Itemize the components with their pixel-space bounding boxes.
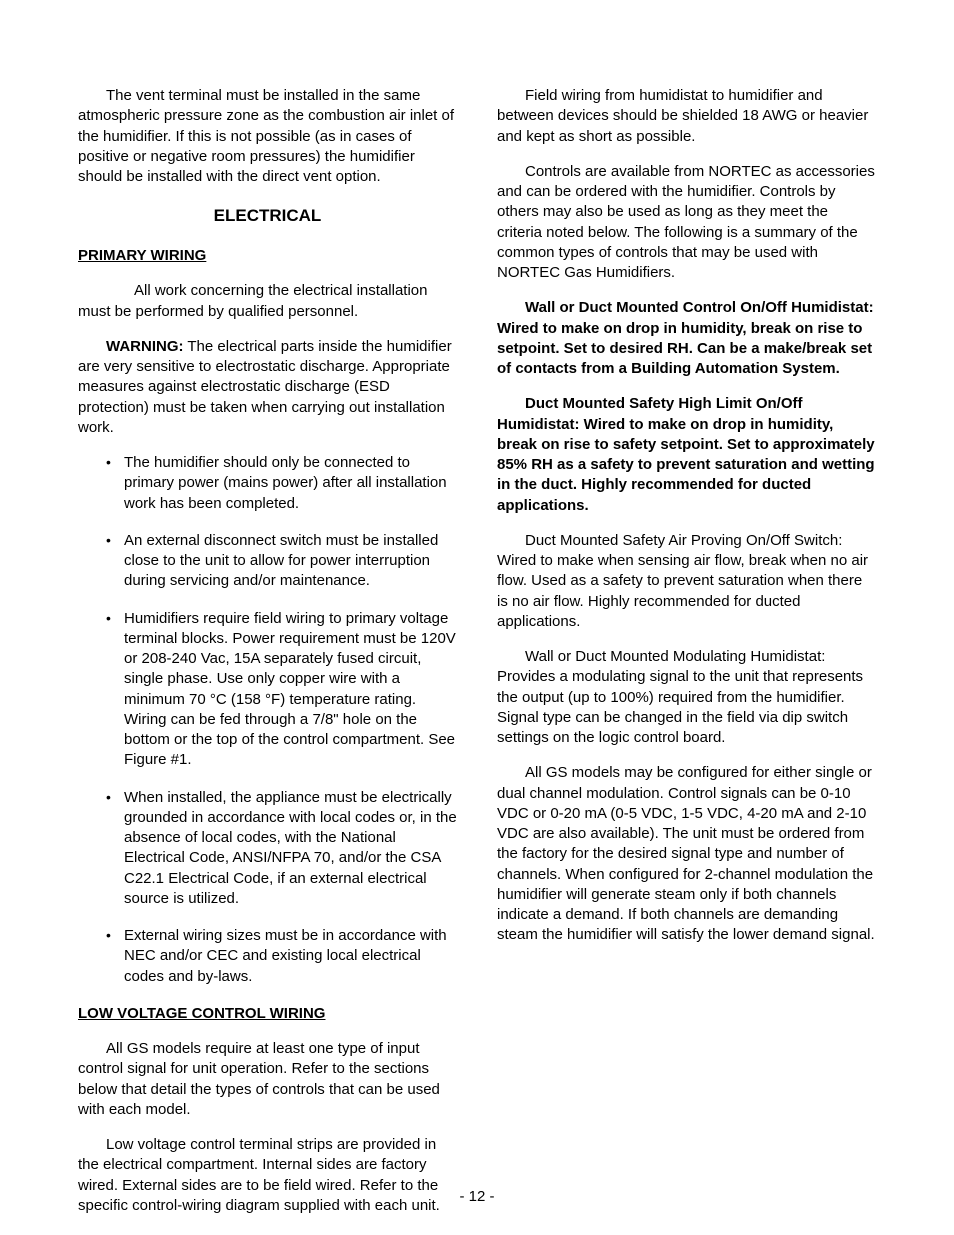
col2-p4-bold: Duct Mounted Safety High Limit On/Off Hu… [497,394,876,516]
page-number: - 12 - [0,1187,954,1207]
warning-paragraph: WARNING: The electrical parts inside the… [78,337,457,438]
primary-wiring-bullets: The humidifier should only be connected … [78,453,457,987]
col2-p7: All GS models may be configured for eith… [497,763,876,945]
low-voltage-heading: LOW VOLTAGE CONTROL WIRING [78,1004,457,1024]
col2-p2: Controls are available from NORTEC as ac… [497,162,876,284]
left-column: The vent terminal must be installed in t… [78,86,457,1231]
col2-p5: Duct Mounted Safety Air Proving On/Off S… [497,531,876,632]
col2-p3-bold: Wall or Duct Mounted Control On/Off Humi… [497,298,876,379]
right-column: Field wiring from humidistat to humidifi… [497,86,876,1231]
bullet-item: When installed, the appliance must be el… [106,788,457,910]
intro-paragraph: The vent terminal must be installed in t… [78,86,457,187]
low-voltage-p1: All GS models require at least one type … [78,1039,457,1120]
warning-label: WARNING: [106,338,184,355]
bullet-item: The humidifier should only be connected … [106,453,457,514]
electrical-heading: ELECTRICAL [78,205,457,228]
primary-wiring-heading: PRIMARY WIRING [78,246,457,266]
col2-p6: Wall or Duct Mounted Modulating Humidist… [497,647,876,748]
primary-wiring-p1: All work concerning the electrical insta… [78,281,457,322]
bullet-item: External wiring sizes must be in accorda… [106,926,457,987]
bullet-item: Humidifiers require field wiring to prim… [106,609,457,771]
bullet-item: An external disconnect switch must be in… [106,531,457,592]
col2-p1: Field wiring from humidistat to humidifi… [497,86,876,147]
two-column-layout: The vent terminal must be installed in t… [78,86,876,1231]
